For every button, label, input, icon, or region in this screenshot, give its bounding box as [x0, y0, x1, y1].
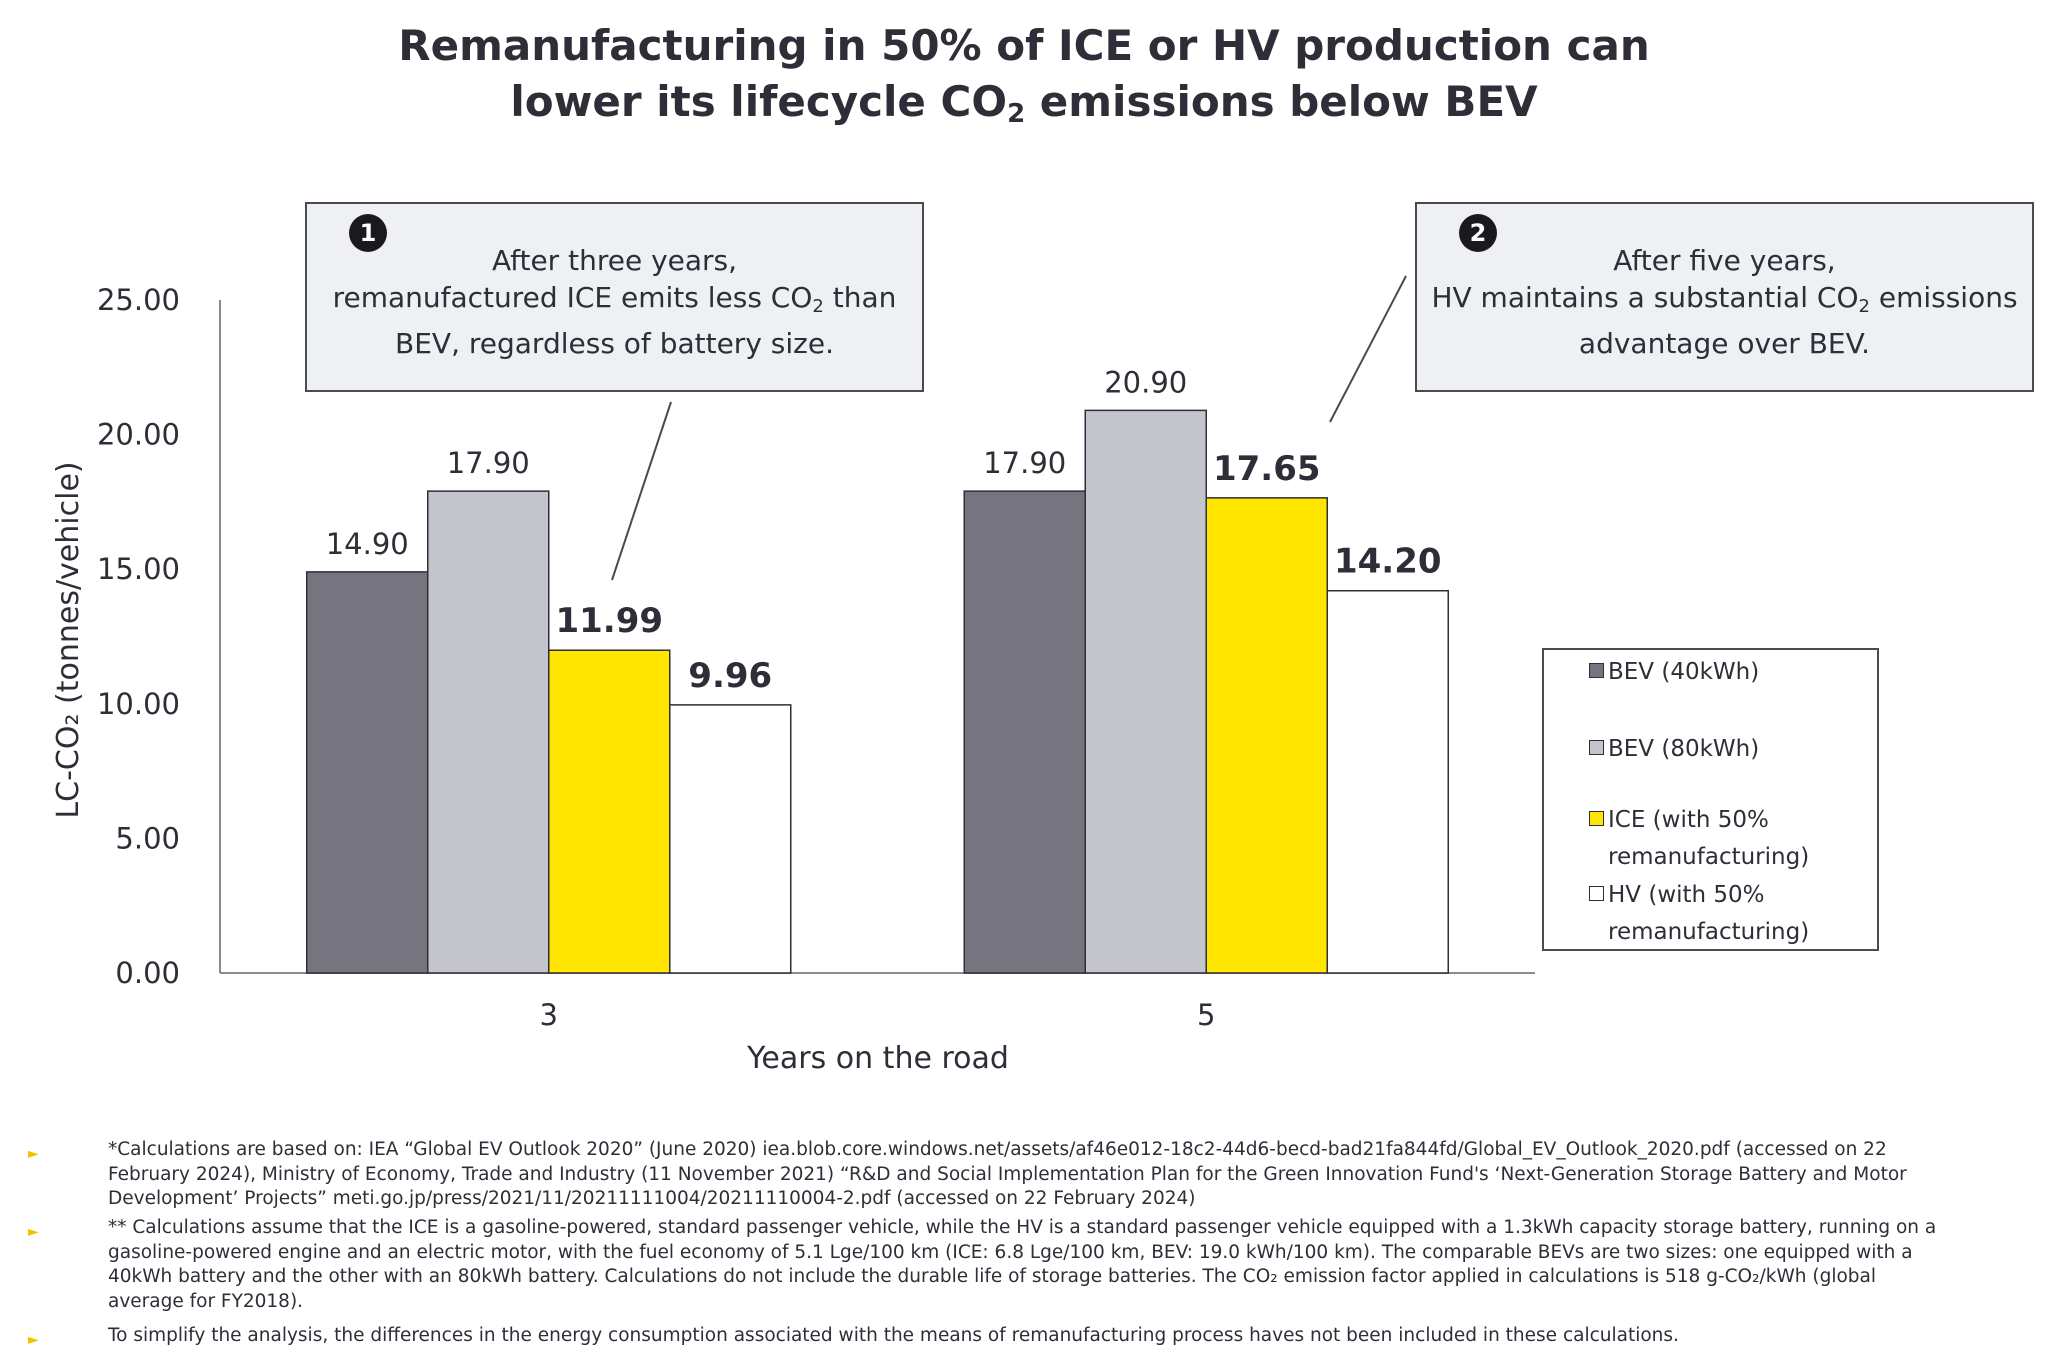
x-axis-title: Years on the road [746, 1041, 1009, 1076]
x-tick-label: 5 [1197, 998, 1215, 1032]
y-tick-label: 5.00 [115, 821, 180, 855]
callout-1: 1 After three years, remanufactured ICE … [305, 202, 924, 392]
bar [963, 490, 1086, 974]
legend-item-ice: ICE (with 50% remanufacturing) [1589, 802, 1869, 876]
data-label: 14.90 [326, 527, 409, 561]
y-tick-label: 15.00 [97, 552, 180, 586]
bars [306, 409, 1449, 974]
legend-swatch [1589, 886, 1604, 901]
legend-swatch [1589, 663, 1604, 678]
footnote-3: To simplify the analysis, the difference… [108, 1325, 1679, 1346]
data-label: 17.90 [447, 446, 530, 480]
callout-1-text: After three years, remanufactured ICE em… [332, 244, 897, 360]
y-tick-label: 0.00 [115, 956, 180, 990]
x-tick-label: 3 [540, 998, 558, 1032]
callout-2-text: After five years, HV maintains a substan… [1431, 244, 2018, 360]
bar [306, 571, 429, 974]
chart-legend: BEV (40kWh) BEV (80kWh) ICE (with 50% re… [1542, 648, 1879, 951]
callout-2-number-badge: 2 [1459, 214, 1497, 252]
data-label: 20.90 [1104, 365, 1187, 399]
y-tick-label: 25.00 [97, 283, 180, 317]
data-label: 17.90 [983, 446, 1066, 480]
data-labels: 14.90 17.90 11.99 9.96 17.90 20.90 17.65 14.20 [326, 365, 1442, 696]
data-label: 14.20 [1334, 542, 1442, 582]
chart-title-line1: Remanufacturing in 50% of ICE or HV prod… [398, 21, 1650, 70]
bar [427, 490, 550, 974]
legend-item-bev-40: BEV (40kWh) [1589, 654, 1869, 691]
bar [1326, 589, 1449, 974]
chart-title: Remanufacturing in 50% of ICE or HV prod… [0, 18, 2048, 142]
y-tick-label: 10.00 [97, 687, 180, 721]
callout-1-pointer [611, 401, 672, 581]
bullet-icon: ► [28, 1224, 39, 1240]
y-tick-labels: 0.00 5.00 10.00 15.00 20.00 25.00 [97, 283, 180, 990]
legend-item-bev-80: BEV (80kWh) [1589, 731, 1869, 768]
legend-swatch [1589, 740, 1604, 755]
chart-title-line2: lower its lifecycle CO2 emissions below … [510, 77, 1538, 129]
bar [669, 704, 792, 974]
callout-1-number-badge: 1 [349, 214, 387, 252]
bar [1084, 409, 1207, 974]
bullet-icon: ► [28, 1332, 39, 1348]
callout-2: 2 After five years, HV maintains a subst… [1415, 202, 2034, 392]
data-label: 11.99 [555, 601, 663, 641]
y-axis-title: LC-CO₂ (tonnes/vehicle) [51, 461, 86, 818]
bar [1205, 497, 1328, 974]
data-label: 17.65 [1213, 449, 1321, 489]
data-label: 9.96 [688, 656, 772, 696]
bullet-icon: ► [28, 1146, 39, 1162]
footnote-2: ** Calculations assume that the ICE is a… [108, 1217, 1937, 1312]
footnote-1: *Calculations are based on: IEA “Global … [108, 1139, 1907, 1209]
legend-item-hv: HV (with 50% remanufacturing) [1589, 877, 1869, 951]
callout-2-pointer [1329, 275, 1407, 423]
y-tick-label: 20.00 [97, 418, 180, 452]
legend-swatch [1589, 811, 1604, 826]
bar [548, 649, 671, 974]
